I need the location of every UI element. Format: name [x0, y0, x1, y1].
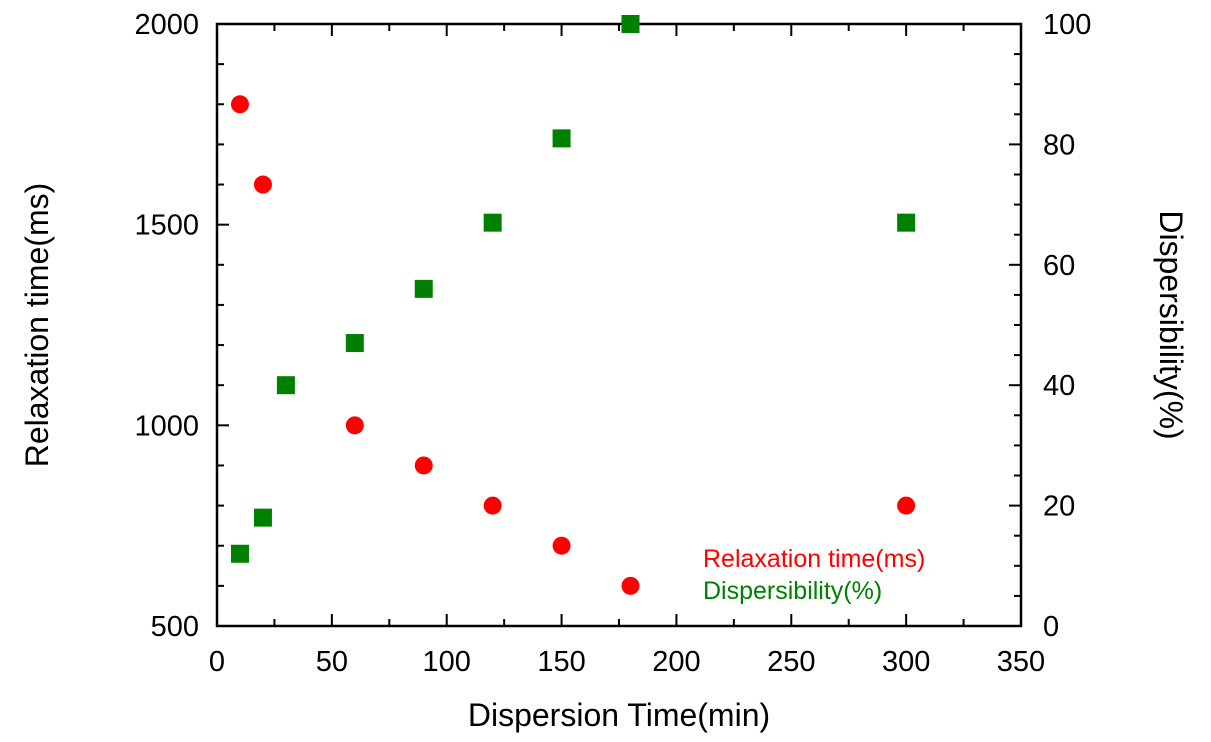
dispersibility-point: [483, 213, 502, 232]
y-left-axis-title: Relaxation time(ms): [19, 183, 55, 468]
x-tick-label: 200: [652, 646, 700, 678]
y-right-tick-label: 20: [1043, 491, 1075, 523]
ticks: [216, 23, 1022, 627]
relaxation-time-point: [253, 175, 272, 194]
dispersibility-point: [345, 334, 364, 353]
dispersibility-point: [414, 279, 433, 298]
y-right-axis-title: Dispersibility(%): [1153, 210, 1189, 439]
x-tick-label: 0: [209, 646, 225, 678]
x-tick-label: 300: [882, 646, 930, 678]
relaxation-time-point: [414, 456, 433, 475]
y-right-tick-label: 100: [1043, 9, 1091, 41]
y-right-tick-label: 80: [1043, 129, 1075, 161]
legend-entry-dispersibility: Dispersibility(%): [703, 577, 882, 605]
dispersibility-point: [253, 508, 272, 527]
x-axis-title: Dispersion Time(min): [468, 697, 770, 733]
x-tick-label: 100: [423, 646, 471, 678]
relaxation-time-point: [483, 496, 502, 515]
tick-labels: 0 50 100 150 200 250 300 350 500 1000 1500 2000 0 20 4…: [134, 9, 1091, 678]
y-right-tick-label: 60: [1043, 250, 1075, 282]
relaxation-time-point: [345, 416, 364, 435]
y-right-tick-label: 40: [1043, 370, 1075, 402]
legend-entry-relaxation: Relaxation time(ms): [703, 545, 925, 573]
dispersibility-point: [230, 544, 249, 563]
y-left-tick-label: 2000: [134, 9, 199, 41]
y-right-tick-label: 0: [1043, 611, 1059, 643]
x-tick-label: 50: [316, 646, 348, 678]
y-left-tick-label: 1500: [134, 210, 199, 242]
relaxation-time-point: [621, 576, 640, 595]
dispersibility-point: [552, 129, 571, 148]
relaxation-time-point: [552, 536, 571, 555]
relaxation-time-point: [230, 95, 249, 114]
dispersibility-point: [897, 213, 916, 232]
legend: Relaxation time(ms) Dispersibility(%): [703, 545, 925, 605]
dispersibility-point: [621, 15, 640, 33]
data-points: [230, 15, 916, 595]
plot-frame: [215, 22, 1023, 628]
x-tick-label: 250: [767, 646, 815, 678]
y-left-tick-label: 500: [151, 611, 199, 643]
relaxation-time-point: [897, 496, 916, 515]
dispersibility-point: [276, 376, 295, 395]
x-tick-label: 350: [997, 646, 1045, 678]
y-left-tick-label: 1000: [134, 410, 199, 442]
x-tick-label: 150: [537, 646, 585, 678]
